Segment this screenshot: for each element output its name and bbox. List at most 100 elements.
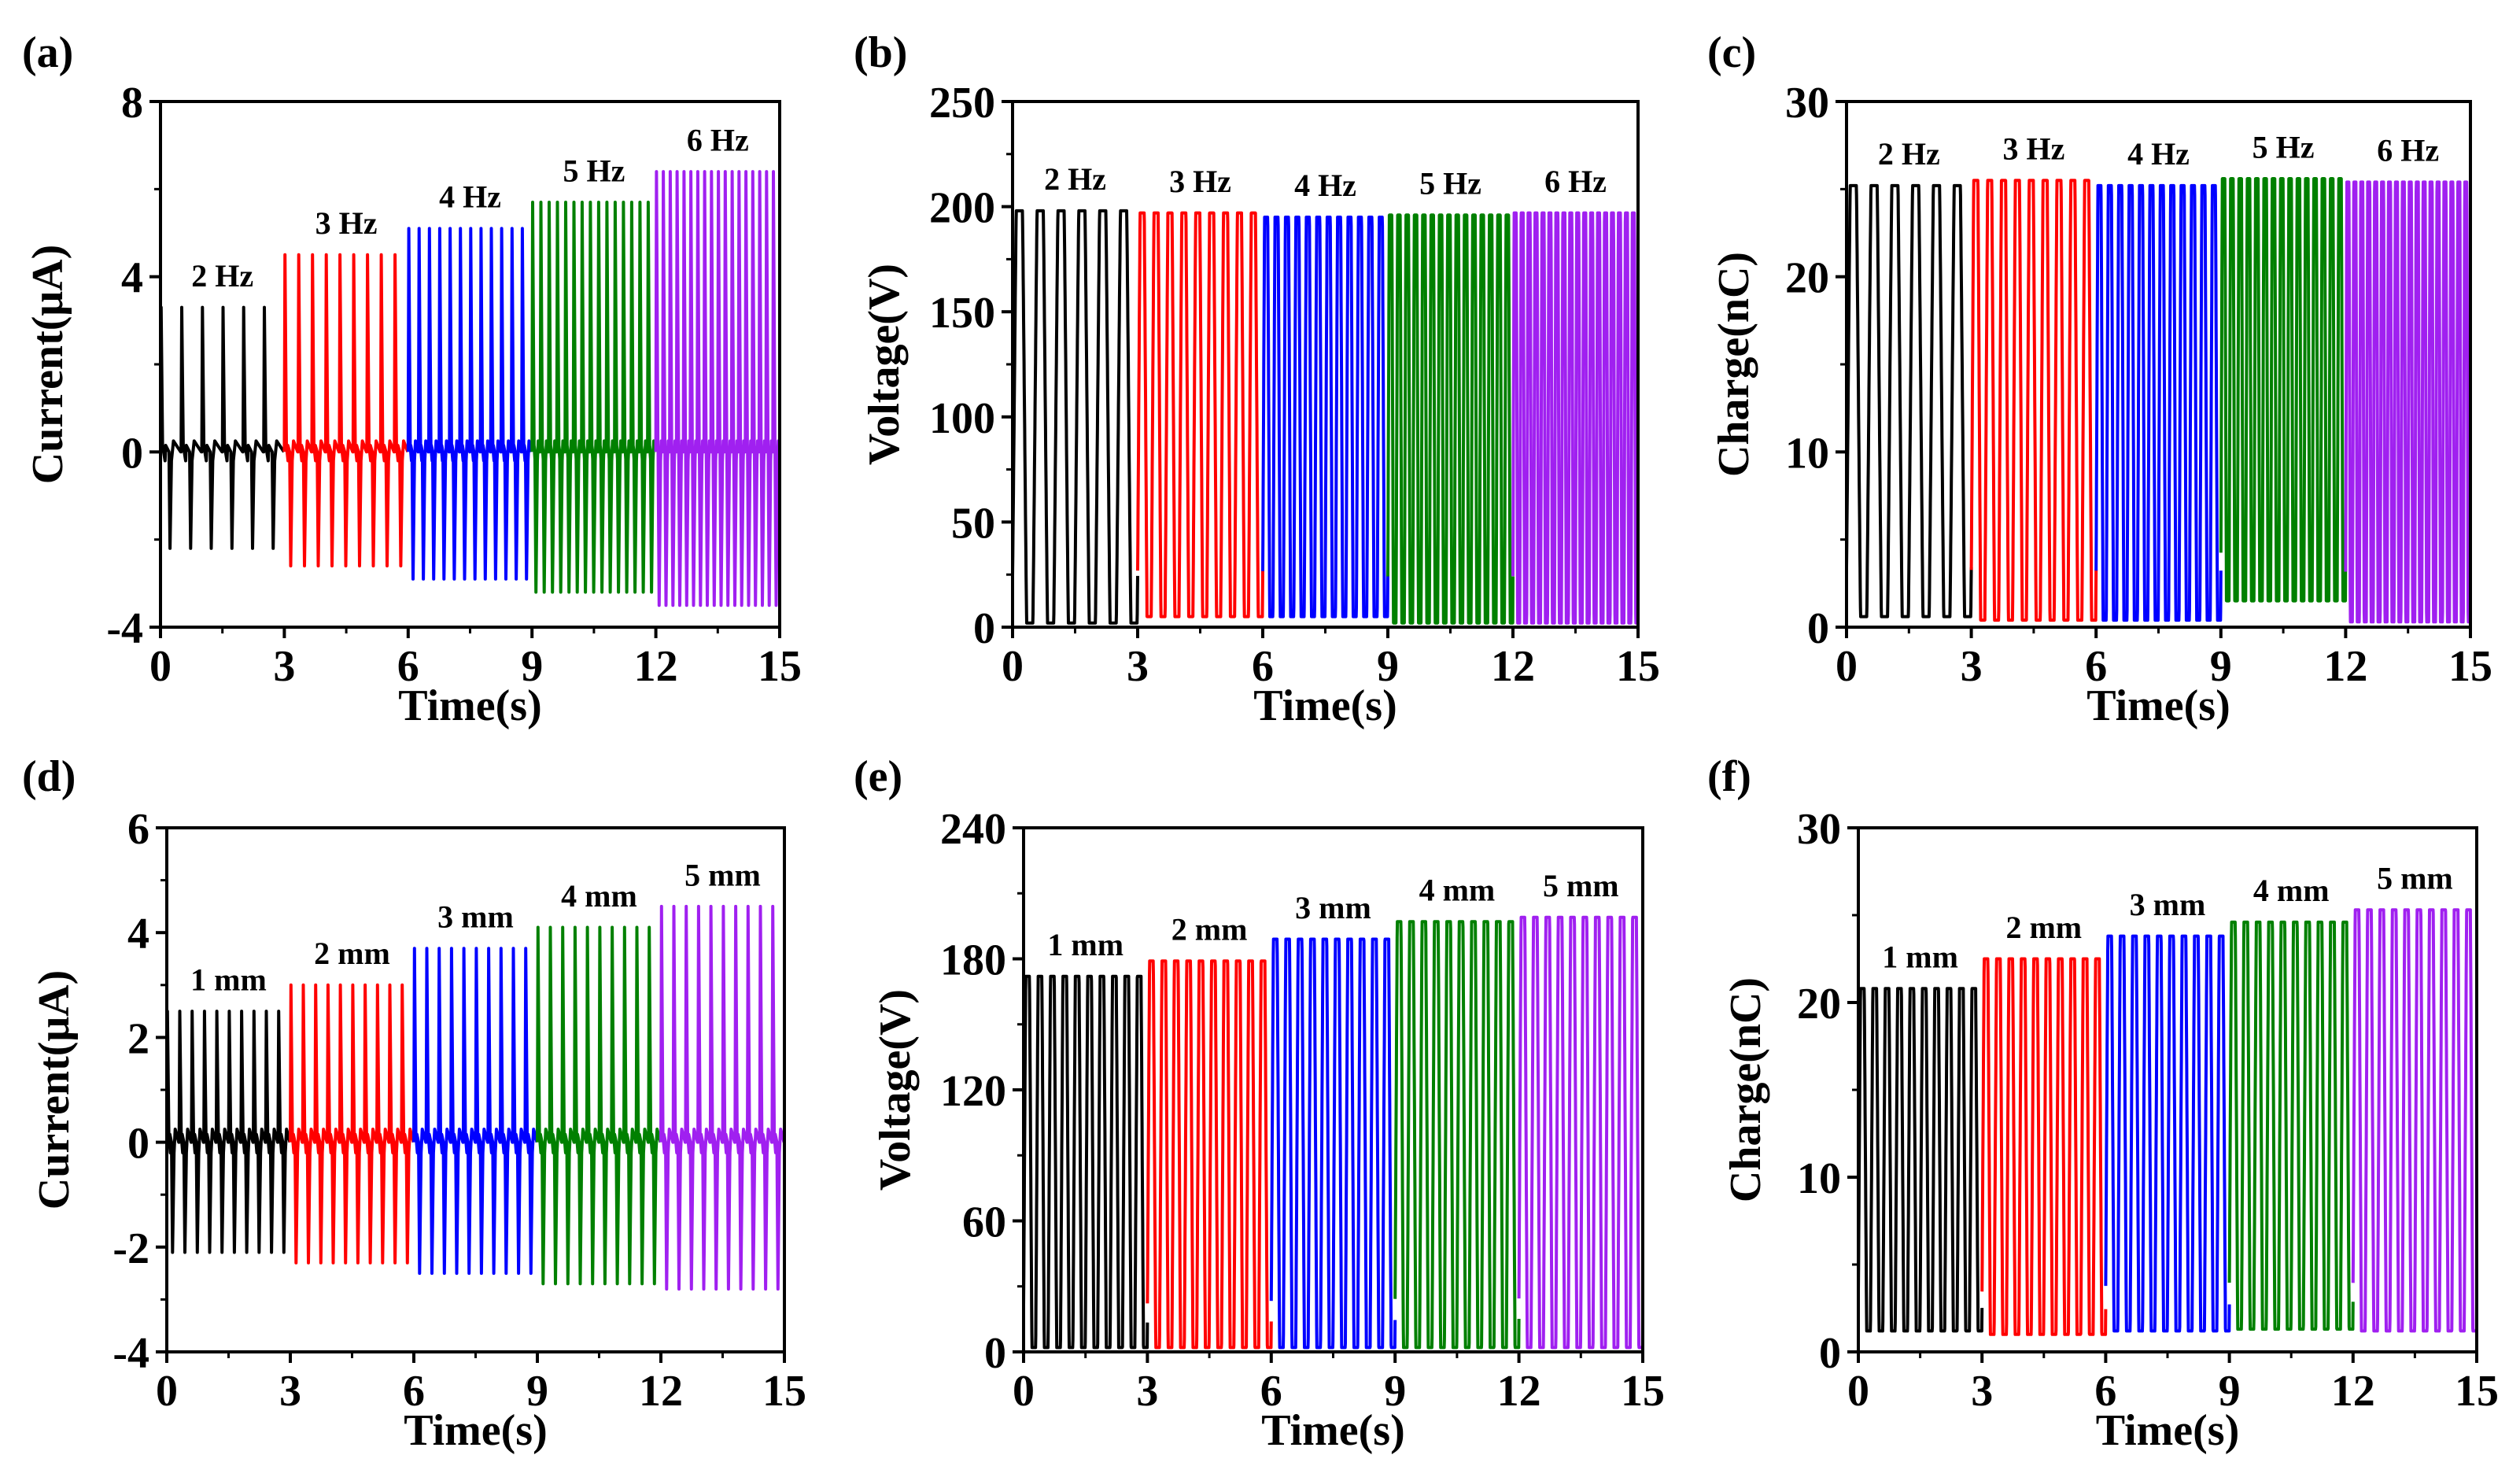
series-label: 4 Hz	[1294, 168, 1356, 203]
y-tick-label: 30	[1797, 805, 1841, 854]
series-label: 2 mm	[1171, 912, 1248, 947]
x-tick-label: 9	[2219, 1367, 2241, 1416]
series-line-0	[1022, 974, 1149, 1350]
y-tick-label: 180	[940, 936, 1006, 985]
x-tick-label: 15	[1616, 642, 1660, 691]
series-label: 5 mm	[1543, 868, 1619, 903]
series-line-0	[1011, 209, 1139, 625]
x-tick-label: 0	[1847, 1367, 1869, 1416]
series-line-2	[1261, 216, 1389, 618]
y-axis-title: Charge(nC)	[1721, 977, 1770, 1202]
panel-e: (e) 1 mm 2 mm 3 mm 4 mm 5 mm 0 3 6 9 12 15 0 60 120 180…	[854, 752, 1665, 1455]
y-tick-label: 10	[1797, 1154, 1841, 1203]
x-tick-label: 6	[1260, 1367, 1282, 1416]
series-label: 6 Hz	[1544, 164, 1607, 199]
x-tick-label: 12	[2323, 642, 2367, 691]
series-label: 4 mm	[561, 878, 637, 914]
series-line-0	[1857, 987, 1984, 1333]
panel-label: (b)	[854, 28, 907, 77]
x-tick-label: 6	[397, 642, 419, 691]
x-tick-label: 9	[526, 1367, 548, 1416]
x-axis-title: Time(s)	[404, 1406, 548, 1455]
y-tick-label: 0	[984, 1329, 1006, 1378]
series-line-3	[2219, 177, 2348, 603]
series-line-4	[659, 904, 786, 1291]
series-line-4	[654, 170, 781, 607]
y-tick-label: 30	[1785, 79, 1829, 127]
series-line-0	[165, 1010, 292, 1254]
series-label: 1 mm	[1047, 927, 1123, 962]
y-tick-label: 4	[121, 254, 143, 303]
panel-f: (f) 1 mm 2 mm 3 mm 4 mm 5 mm 0 3 6 9 12 15 0 10 20 30 Ti…	[1707, 752, 2499, 1455]
y-tick-label: 8	[121, 79, 143, 127]
y-tick-label: 0	[1819, 1329, 1841, 1378]
y-tick-label: 20	[1785, 254, 1829, 303]
panel-label: (a)	[22, 28, 73, 77]
y-tick-label: 0	[127, 1120, 149, 1169]
x-tick-label: 12	[634, 642, 678, 691]
y-axis-title: Current(μA)	[30, 970, 79, 1209]
series-label: 1 mm	[1882, 940, 1958, 975]
x-axis-title: Time(s)	[398, 681, 542, 730]
series-label: 3 Hz	[315, 205, 378, 241]
x-axis-title: Time(s)	[1253, 681, 1397, 730]
panel-c: (c) 2 Hz 3 Hz 4 Hz 5 Hz 6 Hz 0 3 6 9 12 15 0 10 20 30 Ti…	[1707, 28, 2492, 730]
series-line-2	[2104, 934, 2231, 1333]
x-tick-label: 15	[2455, 1367, 2499, 1416]
panel-d: (d)1 mm2 mm3 mm4 mm5 mm0 3 6 9 12 15-4-20246T…	[22, 752, 806, 1455]
x-tick-label: 9	[2210, 642, 2232, 691]
x-axis-title: Time(s)	[1261, 1406, 1405, 1455]
panel-b: (b)2 Hz 3 Hz 4 Hz 5 Hz 6 Hz0 3 6 9 12 15050100150…	[854, 28, 1660, 730]
series-label: 5 mm	[2377, 861, 2453, 896]
series-label: 5 mm	[684, 857, 761, 892]
x-tick-label: 0	[1002, 642, 1024, 691]
x-axis-title: Time(s)	[2096, 1406, 2240, 1455]
x-tick-label: 3	[1971, 1367, 1993, 1416]
x-tick-label: 9	[521, 642, 543, 691]
series-label: 1 mm	[190, 962, 267, 997]
series-line-2	[1269, 937, 1397, 1350]
series-line-4	[1517, 915, 1644, 1350]
series-label: 5 Hz	[563, 153, 625, 188]
series-line-3	[2227, 920, 2355, 1331]
series-label: 3 Hz	[1169, 164, 1231, 199]
x-tick-label: 15	[762, 1367, 806, 1416]
series-label: 5 Hz	[2253, 129, 2315, 164]
y-tick-label: 200	[929, 184, 995, 233]
y-tick-label: 50	[951, 499, 995, 548]
series-label: 6 Hz	[687, 122, 749, 157]
series-label: 2 Hz	[191, 258, 253, 294]
y-tick-label: 60	[962, 1198, 1006, 1247]
panel-a: (a)2 Hz3 Hz4 Hz5 Hz6 Hz0 3 6 9 12 15-4048Time…	[22, 28, 802, 730]
x-tick-label: 3	[1136, 1367, 1158, 1416]
y-tick-label: 250	[929, 79, 995, 127]
series-line-0	[159, 305, 286, 550]
x-tick-label: 15	[758, 642, 802, 691]
x-tick-label: 6	[403, 1367, 425, 1416]
y-axis-title: Voltage(V)	[871, 989, 920, 1191]
x-tick-label: 0	[1013, 1367, 1035, 1416]
series-line-0	[1845, 183, 1973, 618]
y-tick-label: 150	[929, 289, 995, 338]
series-line-1	[1136, 211, 1264, 618]
series-line-3	[530, 201, 658, 594]
y-tick-label: 240	[940, 805, 1006, 854]
y-tick-label: 2	[127, 1014, 149, 1063]
series-label: 2 Hz	[1044, 161, 1106, 197]
x-tick-label: 6	[1252, 642, 1274, 691]
series-label: 2 mm	[314, 936, 390, 971]
series-line-1	[1980, 957, 2108, 1336]
series-line-3	[536, 925, 662, 1286]
y-tick-label: 10	[1785, 429, 1829, 478]
x-tick-label: 3	[1127, 642, 1149, 691]
x-tick-label: 6	[2085, 642, 2107, 691]
x-tick-label: 3	[279, 1367, 301, 1416]
y-tick-label: 100	[929, 394, 995, 443]
x-tick-label: 3	[1961, 642, 1983, 691]
series-label: 5 Hz	[1419, 166, 1481, 201]
series-label: 3 mm	[1295, 890, 1371, 925]
y-axis-title: Current(μA)	[24, 245, 72, 484]
series-line-3	[1386, 213, 1515, 625]
y-tick-label: -4	[113, 1329, 149, 1378]
